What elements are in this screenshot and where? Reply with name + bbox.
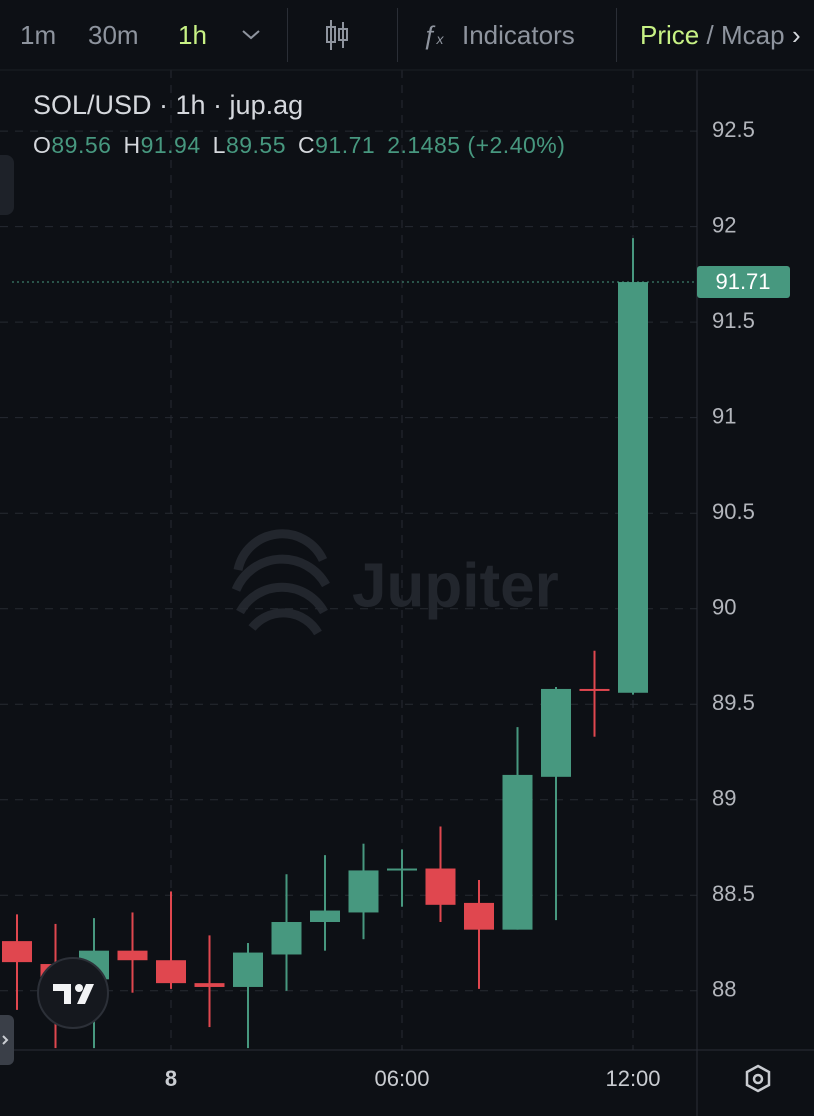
candle-body (348, 870, 379, 913)
ohlc-value: 91.94 (140, 132, 201, 158)
x-tick-label: 06:00 (374, 1066, 429, 1091)
interval-button[interactable]: 30m (88, 20, 139, 50)
symbol-title: SOL/USD · 1h · jup.ag (33, 90, 304, 120)
chevron-icon (2, 1035, 9, 1045)
separator (397, 8, 398, 62)
candle-body (579, 688, 610, 691)
ohlc-value: 89.56 (51, 132, 112, 158)
ohlc-key: C (298, 132, 316, 158)
candle-body (618, 282, 648, 693)
candle-body (502, 774, 533, 930)
watermark-logo (231, 529, 330, 636)
candle-body (117, 950, 148, 961)
ohlc-key: O (33, 132, 52, 158)
separator (287, 8, 288, 62)
interval-button[interactable]: 1h (178, 20, 207, 50)
ohlc-row: O89.56 H91.94 L89.55 C91.71 2.1485 (+2.40%) (33, 130, 565, 160)
side-tab[interactable] (0, 155, 14, 215)
last-price-label: 91.71 (715, 269, 770, 294)
y-tick-label: 88 (712, 977, 736, 1002)
settings-icon[interactable] (745, 1064, 771, 1093)
slash: / (706, 20, 714, 50)
candle-body (464, 902, 494, 930)
candle-body (156, 960, 186, 984)
candle-body (194, 983, 225, 987)
y-tick-label: 90 (712, 595, 736, 620)
y-tick-label: 92.5 (712, 117, 755, 142)
y-tick-label: 91.5 (712, 308, 755, 333)
x-tick-label: 8 (165, 1066, 177, 1091)
last-price-tag (697, 266, 790, 299)
price-option[interactable]: Price (640, 20, 700, 50)
candle-body (2, 941, 32, 963)
y-tick-label: 89 (712, 786, 736, 811)
y-tick-label: 91 (712, 403, 736, 428)
interval-button[interactable]: 1m (20, 20, 57, 50)
legend: SOL/USD · 1h · jup.ag O89.56 H91.94 L89.55… (33, 88, 565, 160)
candle-body (387, 868, 417, 871)
indicators-button[interactable]: Indicators (462, 20, 575, 50)
watermark: Jupiter (352, 551, 559, 620)
tradingview-logo[interactable] (37, 957, 109, 1029)
separator (616, 8, 617, 62)
ohlc-key: H (123, 132, 141, 158)
candle-body (425, 868, 456, 905)
x-tick-label: 12:00 (605, 1066, 660, 1091)
y-tick-label: 90.5 (712, 499, 755, 524)
dropdown-icon[interactable] (240, 26, 262, 44)
mcap-option[interactable]: Mcap (720, 20, 785, 50)
candle-body (233, 952, 263, 987)
candle-body (310, 910, 340, 923)
ohlc-value: 89.55 (225, 132, 286, 158)
ohlc-value: 91.71 (315, 132, 376, 158)
fx-icon[interactable]: ƒx (422, 20, 444, 50)
change: 2.1485 (+2.40%) (387, 132, 566, 158)
y-tick-label: 92 (712, 212, 736, 237)
candle-body (271, 922, 302, 955)
ohlc-key: L (212, 132, 226, 158)
price-mcap-toggle[interactable]: Price / Mcap (640, 18, 790, 52)
candle-body (541, 688, 571, 777)
y-tick-label: 88.5 (712, 881, 755, 906)
candle-type-icon[interactable] (322, 18, 352, 52)
y-tick-label: 89.5 (712, 690, 755, 715)
scroll-right[interactable]: › (792, 18, 814, 52)
